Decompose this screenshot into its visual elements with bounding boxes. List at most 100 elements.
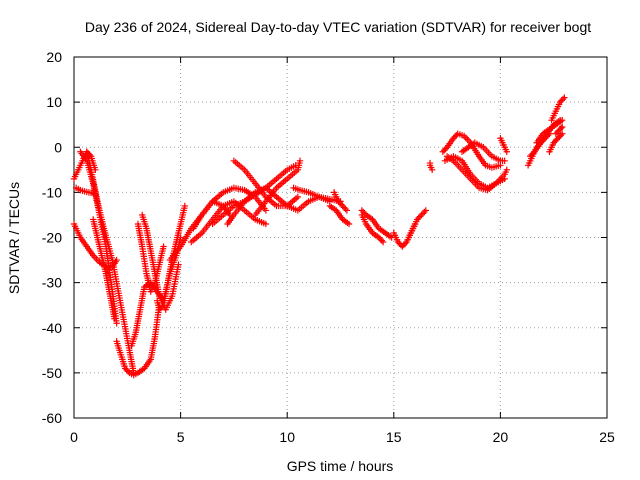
data-point [442, 145, 449, 152]
data-point [553, 136, 560, 143]
series-arc-6 [89, 216, 118, 322]
data-point [400, 241, 407, 249]
data-point [121, 365, 129, 372]
chart-title: Day 236 of 2024, Sidereal Day-to-day VTE… [85, 19, 591, 35]
series-arc-22 [358, 211, 387, 246]
y-tick-label: -60 [42, 410, 62, 426]
data-point [340, 204, 348, 211]
data-point [379, 238, 387, 246]
plot-frame [73, 56, 608, 419]
data-point [558, 97, 565, 104]
data-point [556, 133, 563, 140]
series-arc-10 [139, 211, 182, 313]
data-point [377, 235, 384, 243]
data-point [554, 135, 562, 142]
data-point [557, 124, 565, 132]
data-point [396, 240, 403, 247]
grid [74, 57, 607, 418]
x-tick-label: 0 [70, 429, 78, 445]
y-tick-label: -30 [42, 275, 62, 291]
data-point [503, 166, 510, 174]
data-point [335, 198, 342, 205]
data-point [559, 123, 566, 131]
data-point [296, 157, 304, 164]
series-arc-16 [230, 157, 302, 210]
data-point [175, 261, 182, 268]
series-arc-30 [458, 139, 508, 164]
data-point [559, 130, 566, 137]
series-arc-7 [113, 301, 163, 379]
data-point [441, 147, 448, 154]
data-point [419, 210, 427, 217]
data-point [378, 237, 385, 244]
data-point [421, 208, 428, 216]
x-tick-label: 10 [279, 429, 295, 445]
x-axis-label: GPS time / hours [287, 458, 394, 474]
x-tick-label: 20 [493, 429, 509, 445]
series-arc-29 [443, 153, 510, 194]
data-point [451, 133, 459, 140]
data-point [338, 201, 345, 208]
series-arc-5 [83, 148, 137, 377]
data-point [556, 98, 564, 106]
data-point [123, 366, 130, 374]
data-point [401, 240, 409, 247]
x-tick-label: 25 [599, 429, 615, 445]
data-point [528, 151, 535, 158]
series-arc-11 [153, 202, 189, 313]
data-point [415, 214, 422, 222]
data-point [160, 243, 167, 250]
data-point [358, 207, 366, 214]
data-series [70, 94, 568, 379]
data-point [336, 199, 343, 207]
y-tick-label: 0 [54, 139, 62, 155]
data-point [559, 116, 566, 124]
y-tick-label: 10 [46, 94, 62, 110]
data-point [113, 320, 120, 327]
data-point [557, 132, 565, 139]
series-arc-23 [358, 207, 395, 241]
data-point [552, 130, 560, 137]
data-point [157, 304, 164, 312]
series-arc-34 [533, 116, 566, 146]
y-tick-label: -50 [42, 365, 62, 381]
data-point [559, 95, 567, 103]
data-point [339, 202, 346, 210]
data-point [181, 202, 189, 210]
data-point [418, 211, 425, 219]
y-tick-label: 20 [46, 49, 62, 65]
series-arc-37 [552, 123, 566, 137]
series-arc-36 [548, 94, 568, 124]
data-point [551, 138, 559, 145]
data-point [375, 234, 383, 241]
x-tick-label: 5 [177, 429, 185, 445]
data-point [414, 216, 421, 223]
series-arc-21 [330, 189, 351, 214]
data-point [529, 150, 537, 157]
data-point [345, 220, 353, 228]
data-point [554, 129, 561, 136]
y-tick-label: -10 [42, 184, 62, 200]
series-arc-31 [497, 135, 510, 155]
series-arc-14 [190, 198, 233, 232]
series-arc-20 [326, 202, 353, 228]
x-tick-label: 15 [386, 429, 402, 445]
data-point [422, 207, 429, 214]
series-arc-27 [439, 130, 504, 171]
data-point [527, 153, 534, 160]
data-point [360, 208, 367, 216]
data-point [453, 132, 460, 139]
series-arc-18 [252, 157, 304, 219]
data-point [262, 220, 270, 228]
y-tick-label: -20 [42, 230, 62, 246]
data-point [450, 135, 457, 142]
series-arc-25 [405, 207, 429, 241]
data-point [561, 94, 568, 101]
data-point [439, 148, 447, 155]
data-point [503, 148, 510, 155]
data-point [394, 238, 402, 246]
y-tick-label: -40 [42, 320, 62, 336]
axis-ticks: 0 5 10 15 20 25 -60 -50 -40 -30 -20 -10 0 10 20 [42, 49, 615, 445]
data-point [342, 205, 349, 213]
